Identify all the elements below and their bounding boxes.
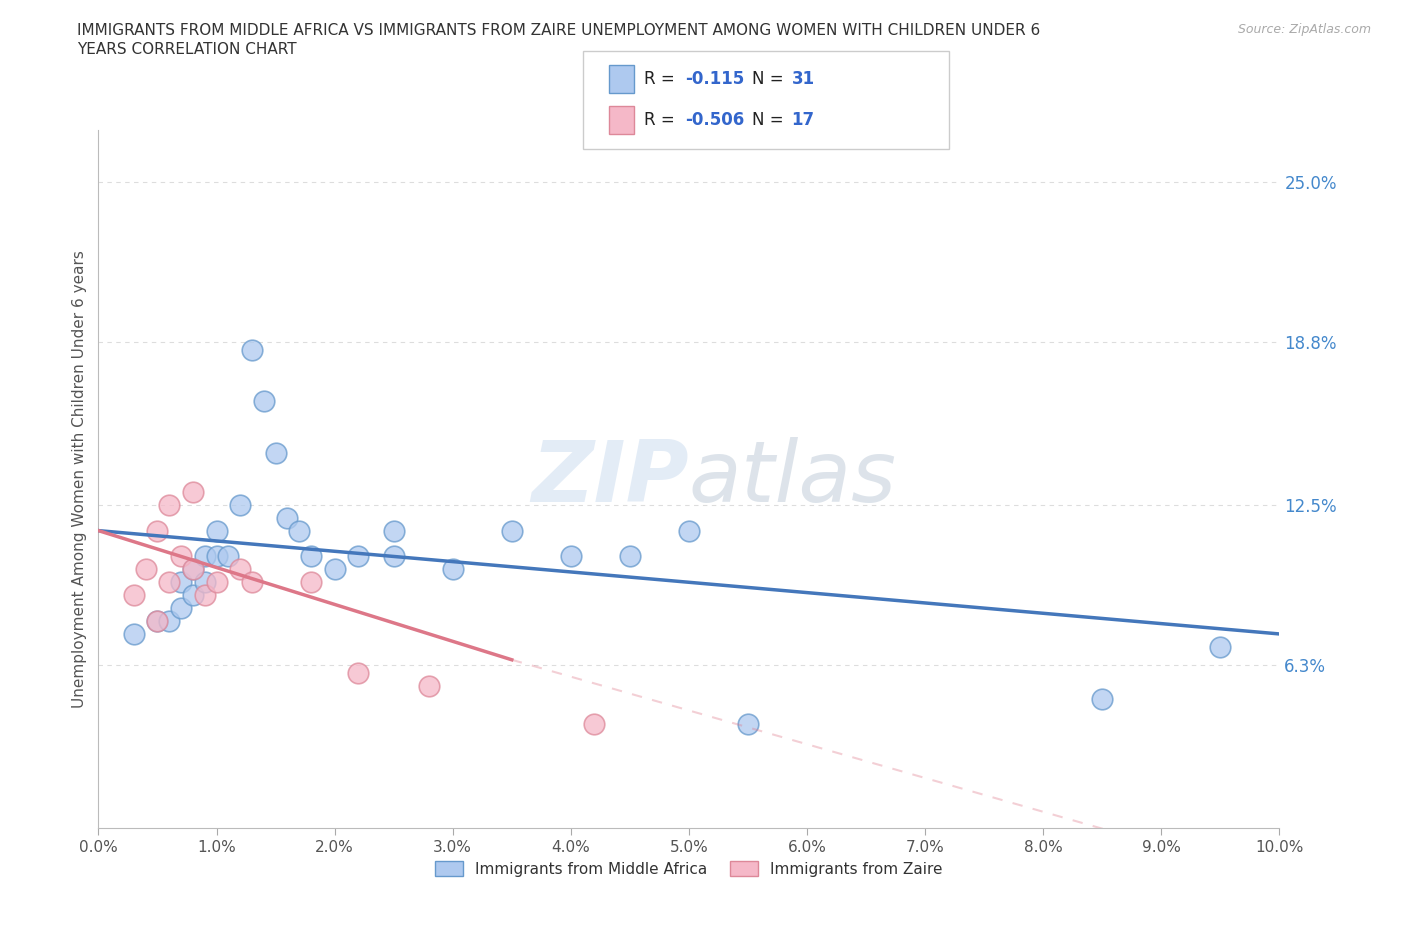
Point — [501, 524, 523, 538]
Point — [122, 588, 145, 603]
Point — [678, 524, 700, 538]
Point — [122, 627, 145, 642]
Point — [441, 562, 464, 577]
Point — [157, 614, 180, 629]
Point — [253, 394, 276, 409]
Point — [264, 445, 287, 460]
Point — [170, 601, 193, 616]
Point — [181, 485, 204, 499]
Text: -0.506: -0.506 — [685, 112, 744, 129]
Point — [418, 678, 440, 693]
Point — [382, 549, 405, 564]
Point — [323, 562, 346, 577]
Text: -0.115: -0.115 — [685, 70, 744, 87]
Point — [205, 575, 228, 590]
Point — [382, 524, 405, 538]
Point — [299, 575, 322, 590]
Point — [583, 717, 606, 732]
Point — [1091, 691, 1114, 706]
Point — [194, 588, 217, 603]
Y-axis label: Unemployment Among Women with Children Under 6 years: Unemployment Among Women with Children U… — [72, 250, 87, 708]
Point — [135, 562, 157, 577]
Text: 31: 31 — [792, 70, 814, 87]
Point — [146, 614, 169, 629]
Point — [157, 498, 180, 512]
Text: R =: R = — [644, 112, 681, 129]
Text: YEARS CORRELATION CHART: YEARS CORRELATION CHART — [77, 42, 297, 57]
Point — [181, 562, 204, 577]
Point — [217, 549, 239, 564]
Point — [181, 588, 204, 603]
Point — [229, 498, 252, 512]
Point — [146, 524, 169, 538]
Text: 17: 17 — [792, 112, 814, 129]
Text: ZIP: ZIP — [531, 437, 689, 521]
Point — [194, 549, 217, 564]
Point — [560, 549, 582, 564]
Text: IMMIGRANTS FROM MIDDLE AFRICA VS IMMIGRANTS FROM ZAIRE UNEMPLOYMENT AMONG WOMEN : IMMIGRANTS FROM MIDDLE AFRICA VS IMMIGRA… — [77, 23, 1040, 38]
Legend: Immigrants from Middle Africa, Immigrants from Zaire: Immigrants from Middle Africa, Immigrant… — [429, 855, 949, 883]
Point — [299, 549, 322, 564]
Point — [194, 575, 217, 590]
Point — [157, 575, 180, 590]
Point — [240, 342, 263, 357]
Text: atlas: atlas — [689, 437, 897, 521]
Point — [181, 562, 204, 577]
Point — [1209, 640, 1232, 655]
Point — [170, 549, 193, 564]
Point — [170, 575, 193, 590]
Text: R =: R = — [644, 70, 681, 87]
Point — [229, 562, 252, 577]
Point — [347, 665, 370, 680]
Point — [205, 524, 228, 538]
Point — [276, 511, 298, 525]
Text: N =: N = — [752, 70, 789, 87]
Point — [619, 549, 641, 564]
Text: Source: ZipAtlas.com: Source: ZipAtlas.com — [1237, 23, 1371, 36]
Point — [288, 524, 311, 538]
Point — [240, 575, 263, 590]
Point — [205, 549, 228, 564]
Point — [146, 614, 169, 629]
Point — [347, 549, 370, 564]
Point — [737, 717, 759, 732]
Text: N =: N = — [752, 112, 789, 129]
